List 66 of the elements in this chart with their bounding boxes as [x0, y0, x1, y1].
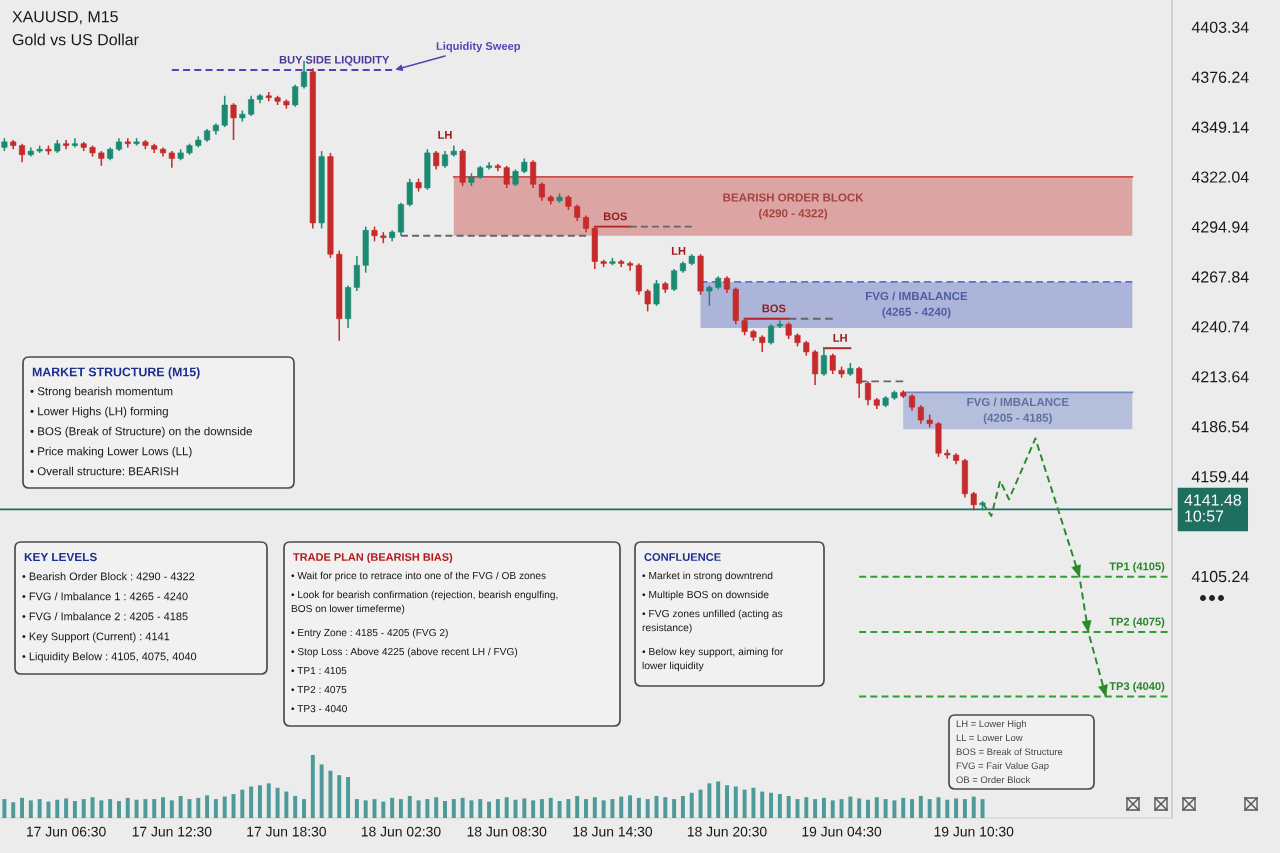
y-tick-label: 4403.34: [1191, 21, 1249, 33]
y-tick-label: 4240.74: [1191, 321, 1249, 333]
y-tick-label: 4322.04: [1191, 171, 1249, 183]
y-tick-label: 4105.24: [1191, 570, 1249, 583]
annotation: LL = Lower Low: [956, 734, 1023, 742]
annotation: • Strong bearish momentum: [30, 386, 173, 398]
annotation: FVG = Fair Value Gap: [956, 762, 1049, 771]
annotation: • Market in strong downtrend: [642, 571, 773, 582]
ref-line-label: 4141.48 10:57: [1184, 494, 1242, 522]
x-tick-label: 17 Jun 18:30: [247, 826, 327, 837]
x-tick-label: 18 Jun 08:30: [467, 826, 547, 837]
series-label: BOS: [762, 304, 786, 313]
x-tick-label: 19 Jun 10:30: [934, 826, 1014, 837]
series-label: TP3 (4040): [1109, 681, 1165, 693]
annotation: • FVG / Imbalance 1 : 4265 - 4240: [22, 592, 188, 601]
y-tick-label: 4376.24: [1191, 71, 1249, 83]
series-label: FVG / IMBALANCE (4205 - 4185): [967, 397, 1069, 425]
annotation: • TP3 - 4040: [291, 704, 347, 713]
text: TRADE PLAN (BEARISH BIAS): [293, 552, 453, 564]
x-tick-label: 18 Jun 20:30: [687, 826, 767, 837]
annotation: • Liquidity Below : 4105, 4075, 4040: [22, 652, 197, 663]
annotation: BOS = Break of Structure: [956, 748, 1063, 756]
annotation: • Price making Lower Lows (LL): [30, 446, 192, 458]
x-tick-label: 19 Jun 04:30: [802, 826, 882, 837]
text: KEY LEVELS: [24, 552, 97, 562]
series-label: BEARISH ORDER BLOCK (4290 - 4322): [723, 193, 864, 220]
text: Gold vs US Dollar: [12, 33, 139, 46]
annotation: • BOS (Break of Structure) on the downside: [30, 426, 253, 438]
annotation: • Below key support, aiming for lower liquidity: [642, 647, 784, 672]
text: MARKET STRUCTURE (M15): [32, 367, 200, 379]
annotation: • Wait for price to retrace into one of the FVG / OB zones: [291, 571, 546, 582]
y-tick-label: 4349.14: [1191, 121, 1249, 133]
y-tick-label: 4186.54: [1191, 421, 1249, 433]
y-tick-label: 4294.94: [1191, 221, 1249, 233]
text: CONFLUENCE: [644, 553, 721, 561]
x-tick-label: 17 Jun 06:30: [27, 826, 106, 837]
annotation: LH: [671, 247, 686, 255]
annotation: • Look for bearish confirmation (rejection, bearish engulfing, BOS on lower timeferme): [291, 590, 558, 615]
annotation: LH = Lower High: [956, 720, 1026, 729]
annotation: Liquidity Sweep: [436, 41, 521, 53]
series-label: FVG / IMBALANCE (4265 - 4240): [865, 291, 968, 319]
x-tick-label: 18 Jun 02:30: [361, 826, 441, 837]
series-label: TP2 (4075): [1109, 617, 1165, 628]
series-label: BUY SIDE LIQUIDITY: [279, 55, 390, 66]
annotation: • Multiple BOS on downside: [642, 590, 769, 601]
x-tick-label: 18 Jun 14:30: [573, 826, 653, 837]
annotation: • Entry Zone : 4185 - 4205 (FVG 2): [291, 628, 448, 639]
text: XAUUSD, M15: [12, 10, 118, 25]
annotation: OB = Order Block: [956, 776, 1031, 784]
y-tick-label: 4213.64: [1191, 371, 1249, 383]
annotation: • TP2 : 4075: [291, 685, 347, 694]
annotation: LH: [438, 131, 452, 139]
y-tick-label: 4267.84: [1191, 271, 1249, 283]
series-label: LH: [833, 334, 847, 342]
annotation: • Stop Loss : Above 4225 (above recent LH / FVG): [291, 647, 518, 658]
series-label: TP1 (4105): [1109, 562, 1165, 573]
series-label: BOS: [603, 212, 627, 221]
annotation: • Bearish Order Block : 4290 - 4322: [22, 572, 195, 581]
y-tick-label: 4159.44: [1191, 470, 1249, 483]
annotation: • TP1 : 4105: [291, 666, 347, 675]
annotation: • Overall structure: BEARISH: [30, 466, 178, 476]
annotation: • FVG / Imbalance 2 : 4205 - 4185: [22, 612, 188, 621]
x-tick-label: 17 Jun 12:30: [132, 826, 212, 837]
annotation: • Key Support (Current) : 4141: [22, 632, 170, 643]
annotation: • FVG zones unfilled (acting as resistance): [642, 609, 783, 634]
annotation: • Lower Highs (LH) forming: [30, 406, 168, 418]
